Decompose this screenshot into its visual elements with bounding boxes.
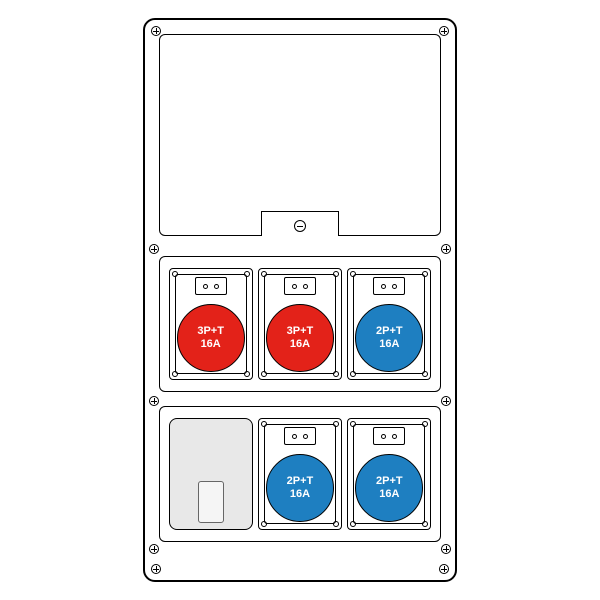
plate-screw-icon	[422, 371, 428, 377]
socket-label-line2: 16A	[379, 338, 399, 351]
socket-label-line1: 3P+T	[197, 325, 224, 338]
plate-screw-icon	[333, 271, 339, 277]
socket-plate: 2P+T 16A	[347, 418, 431, 530]
latch-screw-icon	[294, 220, 306, 232]
panel-screw	[439, 26, 449, 36]
plate-screw-icon	[422, 421, 428, 427]
plate-screw-icon	[172, 271, 178, 277]
cee-socket-blue: 2P+T 16A	[355, 304, 423, 372]
plate-screw-icon	[333, 421, 339, 427]
plate-screw-icon	[333, 521, 339, 527]
panel-screw	[151, 564, 161, 574]
socket-row-2: 2P+T 16A 2P+T 16A	[159, 406, 441, 542]
panel-screw	[441, 544, 451, 554]
plate-screw-icon	[244, 371, 250, 377]
panel-screw	[151, 26, 161, 36]
panel-screw	[149, 244, 159, 254]
cee-socket-red: 3P+T 16A	[266, 304, 334, 372]
socket-label-line1: 2P+T	[287, 475, 314, 488]
panel-screw	[149, 396, 159, 406]
socket-plate: 2P+T 16A	[258, 418, 342, 530]
distribution-panel: 3P+T 16A 3P+T 16A	[143, 18, 457, 582]
socket-label-line1: 3P+T	[287, 325, 314, 338]
socket-plate: 3P+T 16A	[169, 268, 253, 380]
socket-label-line1: 2P+T	[376, 325, 403, 338]
panel-screw	[441, 396, 451, 406]
plate-screw-icon	[350, 371, 356, 377]
socket-label-line2: 16A	[379, 488, 399, 501]
socket-row-1: 3P+T 16A 3P+T 16A	[159, 256, 441, 392]
panel-screw	[149, 544, 159, 554]
plate-screw-icon	[172, 371, 178, 377]
cee-socket-blue: 2P+T 16A	[266, 454, 334, 522]
cee-socket-blue: 2P+T 16A	[355, 454, 423, 522]
blank-cover	[198, 481, 224, 523]
plate-screw-icon	[350, 521, 356, 527]
plate-screw-icon	[244, 271, 250, 277]
socket-plate: 2P+T 16A	[347, 268, 431, 380]
socket-plate: 3P+T 16A	[258, 268, 342, 380]
blank-module	[169, 418, 253, 530]
window-latch	[261, 211, 339, 236]
socket-lid	[373, 427, 405, 445]
plate-screw-icon	[422, 271, 428, 277]
socket-label-line1: 2P+T	[376, 475, 403, 488]
plate-screw-icon	[261, 371, 267, 377]
plate-screw-icon	[422, 521, 428, 527]
socket-lid	[373, 277, 405, 295]
socket-lid	[284, 277, 316, 295]
socket-label-line2: 16A	[290, 488, 310, 501]
cee-socket-red: 3P+T 16A	[177, 304, 245, 372]
plate-screw-icon	[333, 371, 339, 377]
plate-screw-icon	[261, 421, 267, 427]
plate-screw-icon	[261, 521, 267, 527]
socket-label-line2: 16A	[290, 338, 310, 351]
socket-lid	[284, 427, 316, 445]
panel-screw	[439, 564, 449, 574]
panel-screw	[441, 244, 451, 254]
breaker-window	[159, 34, 441, 236]
socket-lid	[195, 277, 227, 295]
socket-label-line2: 16A	[201, 338, 221, 351]
plate-screw-icon	[261, 271, 267, 277]
